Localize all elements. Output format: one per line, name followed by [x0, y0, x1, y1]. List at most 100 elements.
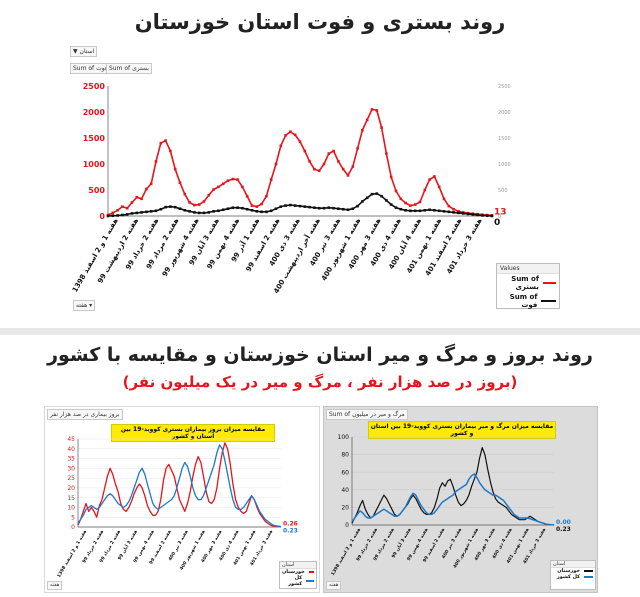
right-legend: استان خوزستان کل کشور — [550, 560, 596, 590]
left-legend-head: استان — [280, 562, 316, 569]
series-point-1 — [481, 214, 484, 217]
series-point-0 — [279, 144, 283, 148]
series-point-0 — [207, 193, 211, 197]
left-week-filter[interactable]: هفته — [47, 581, 63, 590]
series-end-label-1: 0.23 — [556, 526, 571, 533]
series-point-1 — [370, 192, 374, 196]
right-week-filter[interactable]: هفته — [326, 581, 342, 590]
series-point-1 — [183, 208, 187, 212]
left-legend-swatch-khuz — [308, 571, 314, 573]
right-legend-label-country: کل کشور — [556, 574, 580, 580]
series-point-0 — [433, 175, 436, 178]
series-point-1 — [433, 208, 436, 212]
series-point-1 — [207, 211, 211, 214]
series-point-1 — [423, 208, 427, 212]
series-point-0 — [457, 210, 460, 213]
series-point-1 — [466, 212, 470, 216]
series-point-1 — [121, 213, 124, 217]
series-point-1 — [418, 209, 422, 213]
series-point-0 — [265, 194, 268, 198]
right-legend-swatch-country — [584, 576, 593, 578]
right-legend-swatch-khuz — [584, 570, 593, 572]
series-point-1 — [164, 205, 167, 209]
right-chart-header: Sum of مرگ و میر در میلیون — [326, 409, 408, 420]
series-point-0 — [370, 108, 374, 111]
legend-label-hosp: Sum of بستری — [511, 275, 539, 291]
y2-tick-label: 1500 — [498, 136, 511, 142]
series-point-1 — [245, 207, 249, 211]
series-point-1 — [217, 209, 220, 213]
series-point-1 — [457, 211, 460, 215]
y-tick-label: 0 — [99, 212, 105, 221]
series-point-0 — [269, 178, 273, 181]
series-line-1 — [351, 473, 555, 526]
x-tick-label: هفته 1 و 2 اسفند 1398 — [56, 529, 88, 579]
series-line-0 — [107, 108, 493, 217]
bottom-section-subtitle: (بروز در صد هزار نفر ، مرگ و میر در یک م… — [122, 373, 518, 391]
series-point-1 — [241, 206, 244, 210]
y-tick-label: 40 — [67, 446, 75, 453]
series-point-0 — [173, 167, 177, 171]
y-tick-label: 40 — [341, 487, 349, 494]
right-legend-label-khuz: خوزستان — [557, 568, 580, 574]
series-point-1 — [313, 206, 316, 209]
series-point-1 — [106, 214, 110, 218]
series-point-0 — [332, 149, 335, 153]
series-point-0 — [293, 133, 297, 137]
series-point-0 — [193, 203, 196, 207]
top-filter-button[interactable]: ▼ استان — [70, 46, 98, 57]
series-end-label-1: 0 — [494, 218, 500, 228]
series-line-1 — [107, 192, 493, 217]
series-point-1 — [447, 210, 451, 214]
series-point-0 — [178, 181, 182, 185]
y-tick-label: 30 — [67, 465, 75, 472]
y-tick-label: 20 — [341, 505, 349, 512]
y-tick-label: 80 — [341, 452, 349, 459]
series-point-1 — [365, 196, 369, 200]
y-tick-label: 1500 — [83, 134, 106, 143]
series-point-1 — [265, 210, 268, 214]
series-point-1 — [428, 208, 431, 212]
series-point-1 — [154, 209, 158, 213]
series-point-0 — [365, 118, 369, 122]
series-point-1 — [404, 208, 407, 212]
filter-icon: ▼ — [73, 48, 78, 55]
series-point-1 — [111, 214, 115, 218]
series-point-0 — [245, 194, 249, 198]
top-chart-title: روند بستری و فوت استان خوزستان — [134, 10, 506, 34]
series-point-0 — [423, 188, 427, 192]
left-chart-header: بروز بیماری در صد هزار نفر — [47, 409, 123, 420]
week-filter-button[interactable]: هفته ▾ — [73, 300, 96, 311]
series-point-1 — [173, 205, 177, 209]
series-point-0 — [188, 201, 191, 204]
legend-swatch-death — [541, 300, 556, 302]
series-point-1 — [293, 204, 297, 207]
left-legend-label-khuz: خوزستان — [282, 569, 305, 575]
left-legend-item-country: کل کشور — [280, 575, 316, 587]
series-point-1 — [169, 205, 172, 208]
series-point-1 — [284, 204, 287, 207]
left-legend-item-khuzestan: خوزستان — [280, 569, 316, 575]
y-tick-label: 1000 — [83, 160, 106, 169]
series-end-label-1: 0.23 — [283, 528, 298, 535]
y-tick-label: 20 — [67, 485, 75, 492]
series-end-label-0: 0.26 — [283, 520, 298, 527]
series-point-0 — [231, 177, 235, 181]
series-point-0 — [418, 200, 422, 204]
series-point-1 — [269, 209, 273, 213]
legend-label-death: Sum of فوت — [509, 293, 538, 309]
series-point-1 — [485, 214, 489, 218]
bottom-section-title: روند بروز و مرگ و میر استان خوزستان و مق… — [47, 344, 593, 366]
legend-item-death: Sum of فوت — [497, 292, 559, 310]
y2-tick-label: 0 — [498, 214, 501, 220]
series-point-0 — [313, 167, 316, 171]
series-point-0 — [447, 204, 451, 208]
tab-sum-hospitalized[interactable]: Sum of بستری — [106, 63, 152, 74]
filter-label: استان — [79, 48, 95, 55]
dropdown-icon: ▾ — [89, 302, 93, 309]
series-point-0 — [389, 175, 393, 179]
series-point-0 — [317, 169, 321, 173]
series-point-1 — [178, 207, 182, 211]
series-point-0 — [121, 205, 124, 208]
series-point-1 — [145, 210, 148, 214]
